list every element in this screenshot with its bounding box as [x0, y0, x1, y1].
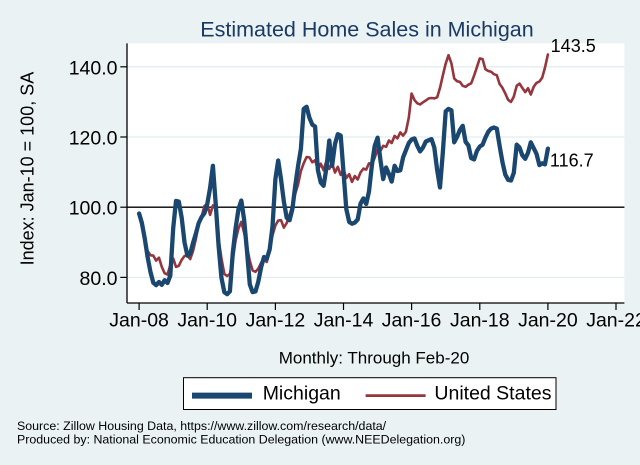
svg-text:Jan-20: Jan-20	[518, 309, 578, 331]
svg-text:120.0: 120.0	[69, 128, 118, 150]
svg-text:Source: Zillow Housing Data, h: Source: Zillow Housing Data, https://www…	[17, 419, 387, 433]
svg-text:Jan-08: Jan-08	[109, 309, 169, 331]
svg-text:Jan-18: Jan-18	[450, 309, 510, 331]
svg-text:Jan-10: Jan-10	[177, 309, 237, 331]
svg-text:Index: Jan-10 = 100, SA: Index: Jan-10 = 100, SA	[18, 72, 38, 266]
svg-text:Estimated Home Sales in Michig: Estimated Home Sales in Michigan	[200, 18, 533, 42]
svg-text:Jan-22: Jan-22	[586, 309, 640, 331]
svg-text:Jan-14: Jan-14	[314, 309, 374, 331]
svg-text:United States: United States	[434, 383, 551, 405]
svg-text:140.0: 140.0	[69, 57, 118, 79]
svg-text:Jan-12: Jan-12	[246, 309, 306, 331]
svg-text:Produced by: National Economic: Produced by: National Economic Education…	[17, 432, 465, 446]
svg-text:100.0: 100.0	[69, 198, 118, 220]
svg-text:80.0: 80.0	[80, 268, 118, 290]
svg-text:Jan-16: Jan-16	[382, 309, 442, 331]
svg-text:Monthly: Through Feb-20: Monthly: Through Feb-20	[279, 348, 470, 367]
svg-text:Michigan: Michigan	[263, 383, 341, 405]
svg-text:143.5: 143.5	[551, 36, 596, 56]
svg-text:116.7: 116.7	[550, 151, 594, 171]
